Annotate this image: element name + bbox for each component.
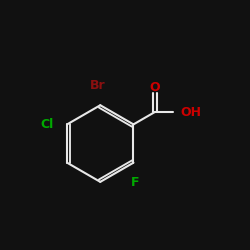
Text: Cl: Cl: [40, 118, 54, 131]
Text: OH: OH: [180, 106, 201, 118]
Text: Br: Br: [90, 78, 106, 92]
Text: F: F: [130, 176, 139, 189]
Text: O: O: [150, 81, 160, 94]
